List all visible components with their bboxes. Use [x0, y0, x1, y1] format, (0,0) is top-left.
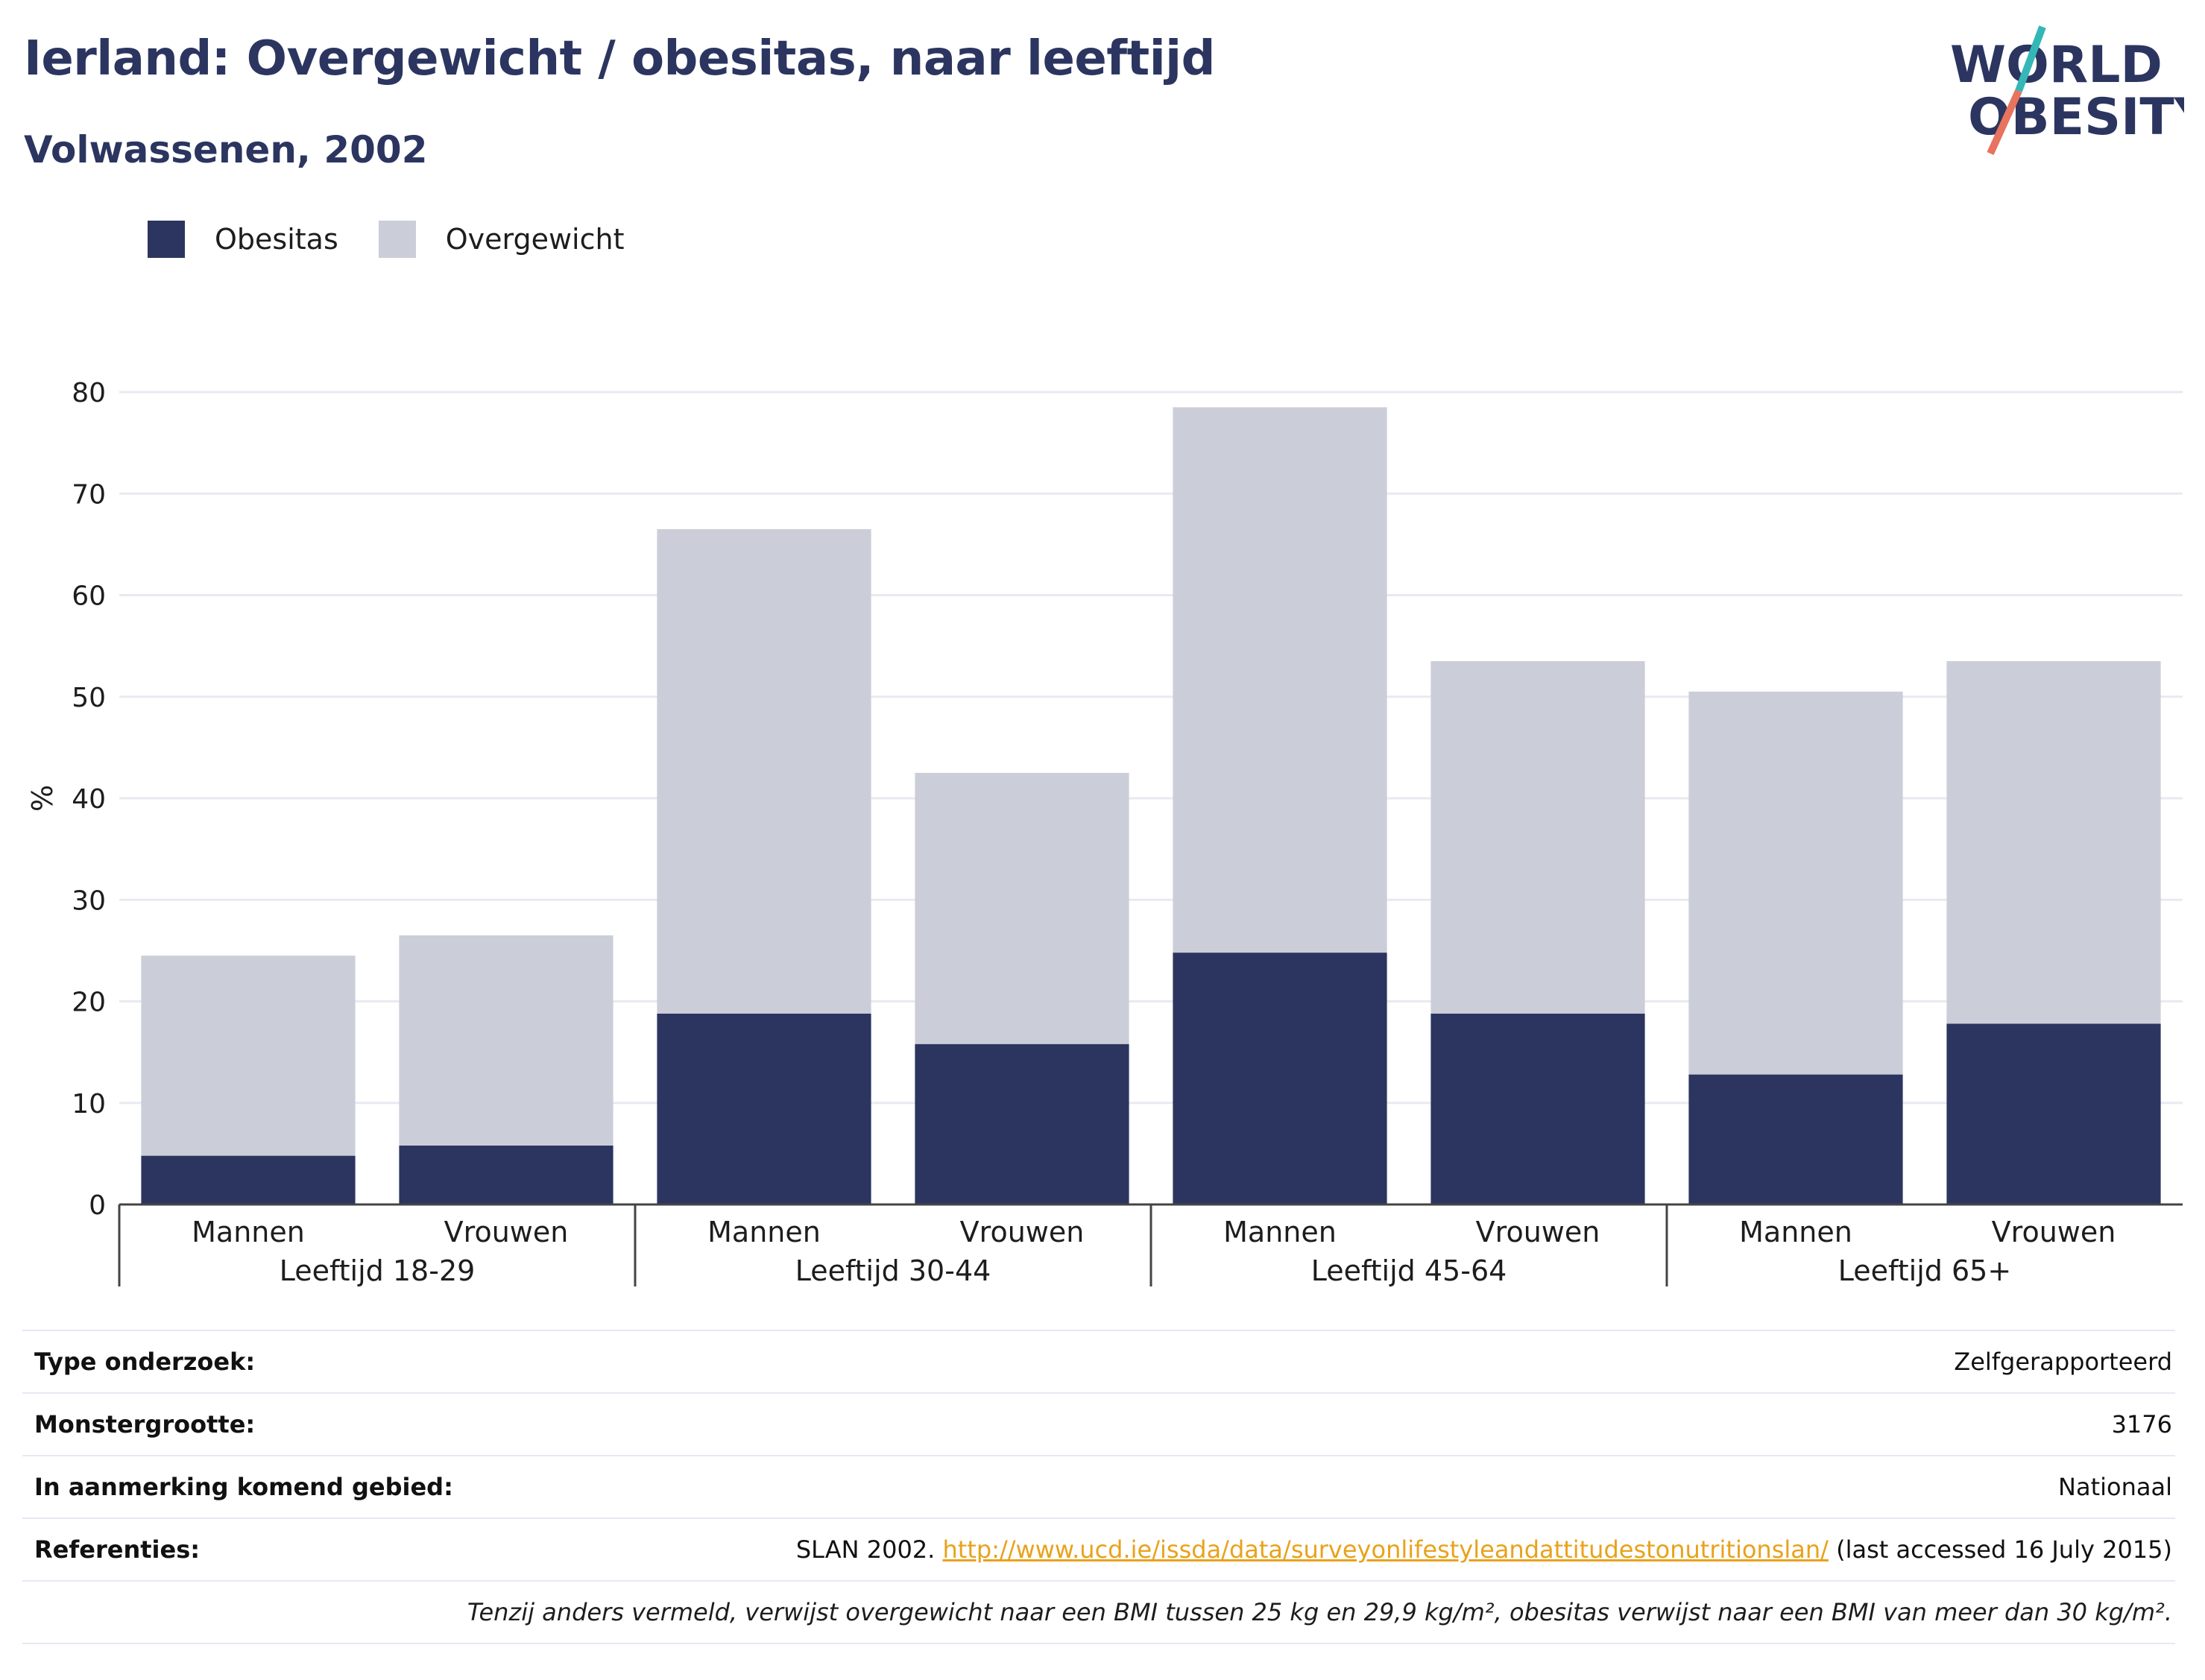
bar-overgewicht-4 — [1173, 407, 1387, 953]
survey-type-label: Type onderzoek: — [34, 1348, 256, 1376]
x-group-label: Leeftijd 65+ — [1838, 1254, 2011, 1287]
x-category-label: Mannen — [1739, 1216, 1852, 1248]
x-category-label: Vrouwen — [444, 1216, 569, 1248]
legend-swatch-overgewicht — [378, 221, 416, 258]
logo-slash-top — [2015, 25, 2046, 92]
world-obesity-logo: WORLD OBESITY — [1950, 25, 2184, 156]
x-group-label: Leeftijd 45-64 — [1311, 1254, 1507, 1287]
bar-overgewicht-5 — [1430, 661, 1645, 1014]
page-subtitle: Volwassenen, 2002 — [24, 128, 428, 171]
bar-obesitas-5 — [1430, 1013, 1645, 1204]
bar-overgewicht-7 — [1946, 661, 2161, 1024]
x-category-label: Mannen — [192, 1216, 305, 1248]
legend-item-obesitas[interactable]: Obesitas — [148, 221, 338, 258]
x-category-label: Vrouwen — [960, 1216, 1085, 1248]
references-prefix: SLAN 2002. — [795, 1535, 936, 1564]
x-group-label: Leeftijd 18-29 — [280, 1254, 476, 1287]
info-row-references: Referenties: SLAN 2002. http://www.ucd.i… — [22, 1518, 2175, 1580]
bar-obesitas-1 — [399, 1145, 613, 1204]
bar-overgewicht-6 — [1688, 691, 1903, 1075]
references-suffix: (last accessed 16 July 2015) — [1836, 1535, 2172, 1564]
x-category-label: Mannen — [707, 1216, 821, 1248]
y-tick-label: 0 — [89, 1190, 106, 1221]
references-link[interactable]: http://www.ucd.ie/issda/data/surveyonlif… — [942, 1535, 1829, 1564]
survey-type-value: Zelfgerapporteerd — [1954, 1348, 2172, 1376]
chart-legend: Obesitas Overgewicht — [148, 221, 665, 258]
y-tick-label: 80 — [72, 378, 106, 408]
bar-obesitas-7 — [1946, 1023, 2161, 1204]
logo-line-1: WORLD — [1950, 36, 2163, 95]
area-value: Nationaal — [2058, 1473, 2172, 1501]
y-tick-label: 10 — [72, 1089, 106, 1120]
y-tick-label: 60 — [72, 581, 106, 612]
bar-obesitas-0 — [141, 1155, 356, 1204]
y-axis-label: % — [26, 785, 59, 812]
legend-item-overgewicht[interactable]: Overgewicht — [378, 221, 625, 258]
legend-label-obesitas: Obesitas — [215, 223, 338, 256]
footnote-text: Tenzij anders vermeld, verwijst overgewi… — [467, 1598, 2172, 1626]
bar-obesitas-2 — [657, 1013, 871, 1204]
references-label: Referenties: — [34, 1535, 201, 1564]
sample-size-value: 3176 — [2111, 1410, 2172, 1439]
legend-label-overgewicht: Overgewicht — [445, 223, 625, 256]
y-tick-label: 20 — [72, 988, 106, 1018]
x-category-label: Vrouwen — [1476, 1216, 1600, 1248]
bar-overgewicht-0 — [141, 956, 356, 1156]
y-tick-label: 40 — [72, 784, 106, 815]
area-label: In aanmerking komend gebied: — [34, 1473, 453, 1501]
legend-swatch-obesitas — [148, 221, 185, 258]
bar-overgewicht-2 — [657, 528, 871, 1014]
sample-size-label: Monstergrootte: — [34, 1410, 256, 1439]
info-row-survey-type: Type onderzoek: Zelfgerapporteerd — [22, 1330, 2175, 1392]
bar-obesitas-3 — [915, 1043, 1129, 1204]
y-tick-label: 50 — [72, 683, 106, 713]
stacked-bar-chart: 0 10 20 30 40 50 60 70 80% Mannen Vrouwen Mannen Vro… — [26, 378, 2183, 1287]
info-row-area: In aanmerking komend gebied: Nationaal — [22, 1455, 2175, 1518]
info-table: Type onderzoek: Zelfgerapporteerd Monste… — [22, 1330, 2175, 1644]
page-title: Ierland: Overgewicht / obesitas, naar le… — [24, 31, 1215, 86]
info-row-footnote: Tenzij anders vermeld, verwijst overgewi… — [22, 1580, 2175, 1644]
info-row-sample-size: Monstergrootte: 3176 — [22, 1392, 2175, 1455]
references-value: SLAN 2002. http://www.ucd.ie/issda/data/… — [796, 1535, 2175, 1564]
bar-obesitas-6 — [1688, 1074, 1903, 1204]
bar-overgewicht-3 — [915, 772, 1129, 1044]
bar-obesitas-4 — [1173, 953, 1387, 1204]
logo-slash-bottom — [1987, 89, 2022, 156]
y-tick-label: 70 — [72, 479, 106, 510]
y-tick-label: 30 — [72, 885, 106, 916]
x-category-label: Vrouwen — [1992, 1216, 2116, 1248]
bar-overgewicht-1 — [399, 935, 613, 1146]
x-group-label: Leeftijd 30-44 — [795, 1254, 991, 1287]
x-category-label: Mannen — [1223, 1216, 1337, 1248]
